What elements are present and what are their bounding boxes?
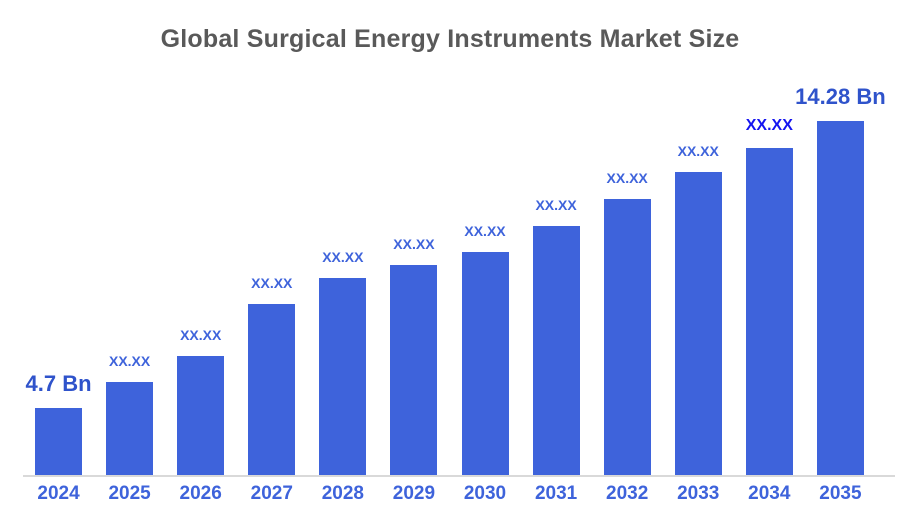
bar-group-2027: XX.XX bbox=[236, 276, 307, 477]
bar-group-2033: XX.XX bbox=[663, 144, 734, 477]
x-tick-label: 2028 bbox=[321, 483, 364, 504]
x-tick-label: 2029 bbox=[392, 483, 436, 504]
bar-group-2024: 4.7 Bn bbox=[23, 372, 94, 477]
bar-value-label: XX.XX bbox=[535, 197, 577, 214]
bar-value-label: XX.XX bbox=[393, 236, 435, 253]
bar-2025 bbox=[106, 382, 154, 477]
bar-2024 bbox=[35, 408, 83, 477]
bar-2035 bbox=[816, 121, 864, 477]
bar-value-label: XX.XX bbox=[464, 223, 506, 240]
bar-group-2030: XX.XX bbox=[449, 224, 520, 477]
bar-group-2032: XX.XX bbox=[592, 171, 663, 477]
bar-2031 bbox=[532, 226, 580, 477]
x-tick-label: 2025 bbox=[108, 483, 151, 504]
x-tick-label: 2034 bbox=[748, 483, 791, 504]
chart-title: Global Surgical Energy Instruments Marke… bbox=[160, 25, 740, 53]
bar-2028 bbox=[319, 278, 367, 477]
bar-group-2035: 14.28 Bn bbox=[795, 85, 886, 477]
bar-2032 bbox=[603, 199, 651, 477]
bar-value-label: 14.28 Bn bbox=[795, 83, 886, 109]
bar-value-label: XX.XX bbox=[251, 275, 293, 292]
bar-value-label: XX.XX bbox=[322, 249, 364, 266]
bar-2033 bbox=[674, 172, 722, 477]
bar-value-label: XX.XX bbox=[108, 353, 151, 370]
x-tick-label: 2031 bbox=[534, 483, 578, 504]
bar-value-label: XX.XX bbox=[745, 117, 793, 135]
bar-2030 bbox=[461, 252, 509, 477]
x-tick-label: 2024 bbox=[37, 483, 80, 504]
bar-group-2026: XX.XX bbox=[165, 328, 236, 477]
bar-group-2031: XX.XX bbox=[521, 198, 592, 477]
bar-2027 bbox=[248, 304, 296, 477]
bar-value-label: XX.XX bbox=[606, 170, 648, 187]
x-axis-line bbox=[23, 475, 895, 477]
x-tick-label: 2030 bbox=[463, 483, 507, 504]
x-tick-label: 2035 bbox=[819, 483, 862, 504]
bar-group-2034: XX.XX bbox=[734, 117, 805, 477]
x-axis-labels: 2024 2025 2026 2027 2028 2029 2030 2031 2032 2033… bbox=[23, 483, 876, 505]
bar-group-2028: XX.XX bbox=[307, 250, 378, 477]
bar-group-2029: XX.XX bbox=[378, 237, 449, 477]
bar-group-2025: XX.XX bbox=[94, 354, 165, 477]
bar-value-label: 4.7 Bn bbox=[25, 370, 92, 396]
bar-value-label: XX.XX bbox=[180, 327, 222, 344]
bar-2026 bbox=[177, 356, 225, 477]
bars-area: 4.7 Bn XX.XX XX.XX XX.XX XX.XX XX.XX XX.XX XX.X… bbox=[23, 85, 886, 477]
x-tick-label: 2033 bbox=[677, 483, 720, 504]
x-tick-label: 2026 bbox=[179, 483, 222, 504]
bar-value-label: XX.XX bbox=[677, 143, 719, 160]
x-tick-label: 2032 bbox=[606, 483, 649, 504]
bar-2029 bbox=[390, 265, 438, 477]
x-tick-label: 2027 bbox=[250, 483, 293, 504]
bar-2034 bbox=[745, 148, 793, 477]
